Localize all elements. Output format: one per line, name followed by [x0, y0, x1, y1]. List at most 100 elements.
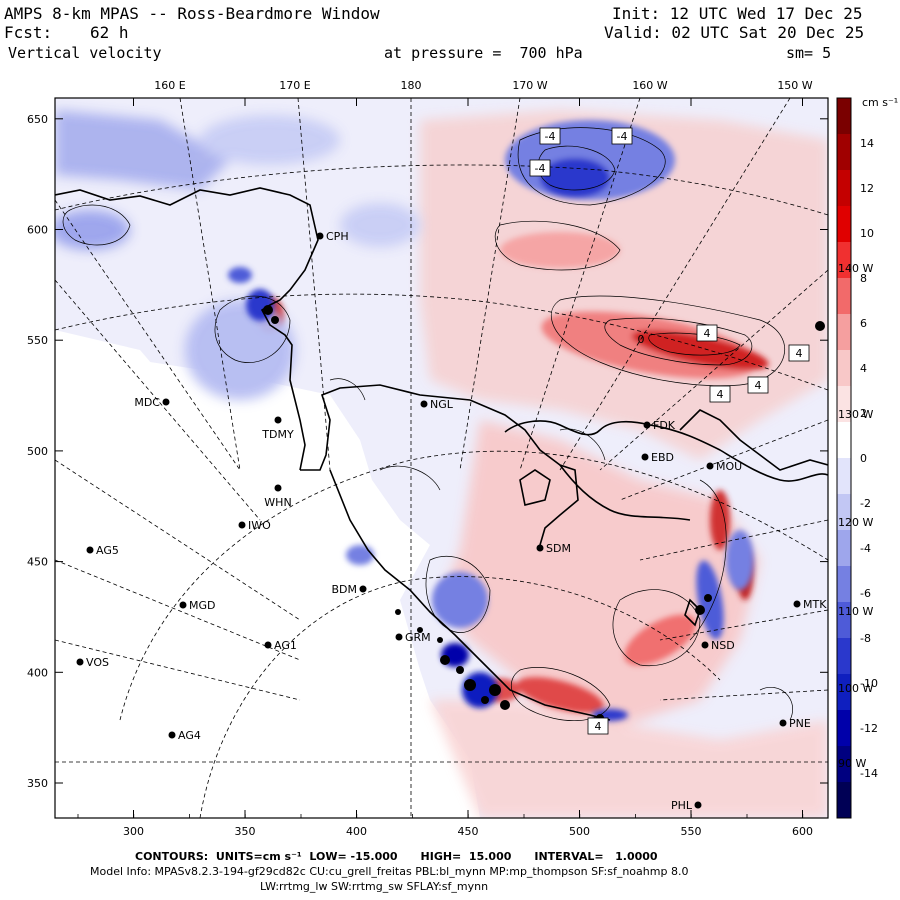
x-tick-label: 500 — [569, 825, 590, 838]
contour-label-box — [529, 159, 551, 177]
station-marker — [316, 232, 324, 240]
station-marker — [168, 731, 176, 739]
colorbar: 14 12 10 8 6 4 2 0 -2 -4 -6 -8 -10 -12 -14 — [837, 98, 878, 819]
x-axis: 300 350 400 450 500 550 600 — [77, 98, 813, 838]
map-title: AMPS 8-km MPAS -- Ross-Beardmore Window — [4, 4, 380, 23]
edge-longitude-label: 130 W — [838, 408, 873, 421]
x-tick-label: 450 — [458, 825, 479, 838]
x-tick-label: 400 — [346, 825, 367, 838]
contour-label: 4 — [704, 327, 711, 340]
x-tick-label: 550 — [681, 825, 702, 838]
contour-info: CONTOURS: UNITS=cm s⁻¹ LOW= -15.000 HIGH… — [135, 850, 658, 863]
longitude-label: 170 W — [512, 79, 547, 92]
colorbar-swatch — [837, 386, 851, 423]
colorbar-label: 6 — [860, 317, 867, 330]
contour-label-box — [696, 324, 718, 342]
station-label: VOS — [86, 656, 109, 669]
edge-longitude-label: 120 W — [838, 516, 873, 529]
contour-label-box — [788, 344, 810, 362]
colorbar-label: -10 — [860, 677, 878, 690]
longitude-label: 170 E — [279, 79, 310, 92]
station-label: PNE — [789, 717, 811, 730]
y-tick-label: 550 — [27, 334, 48, 347]
valid-time: Valid: 02 UTC Sat 20 Dec 25 — [604, 23, 865, 42]
colorbar-swatch — [837, 350, 851, 387]
station-marker — [641, 453, 649, 461]
station-marker — [536, 544, 544, 552]
contour-label-box — [747, 376, 769, 394]
colorbar-swatch — [837, 278, 851, 315]
stations: CPH MDC TDMY NGL WHN IWO AG5 MGD AG1 VOS AG4 BDM GRM… — [76, 230, 827, 812]
station-label: NSD — [711, 639, 735, 652]
contour-label: 4 — [755, 379, 762, 392]
contour-label: -4 — [545, 130, 556, 143]
colorbar-swatch — [837, 206, 851, 243]
colorbar-units: cm s⁻¹ — [862, 96, 898, 109]
contour-label: -4 — [617, 130, 628, 143]
model-info: Model Info: MPASv8.2.3-194-gf29cd82c CU:… — [90, 865, 689, 878]
y-tick-label: 350 — [27, 777, 48, 790]
contour-label: 4 — [595, 720, 602, 733]
edge-longitude-label: 100 W — [838, 682, 873, 695]
colorbar-label: 12 — [860, 182, 874, 195]
station-label: IWO — [248, 519, 271, 532]
contour-label-box — [709, 385, 731, 403]
station-label: MOU — [716, 460, 742, 473]
station-label: PHL — [671, 799, 693, 812]
station-label: FDK — [653, 419, 676, 432]
colorbar-swatch — [837, 134, 851, 171]
plot-frame — [54, 97, 829, 819]
init-time: Init: 12 UTC Wed 17 Dec 25 — [612, 4, 863, 23]
smoothing: sm= 5 — [786, 44, 832, 62]
colorbar-swatch — [837, 242, 851, 279]
contour-label-box — [587, 717, 609, 735]
colorbar-swatch — [837, 746, 851, 783]
edge-longitude-label: 90 W — [838, 757, 866, 770]
station-marker — [86, 546, 94, 554]
station-label: AG5 — [96, 544, 119, 557]
forecast-hour: 62 h — [90, 23, 129, 42]
colorbar-swatch — [837, 422, 851, 459]
edge-longitude-label: 140 W — [838, 262, 873, 275]
contour-label: 0 — [638, 333, 645, 346]
station-marker — [179, 601, 187, 609]
colorbar-swatch — [837, 314, 851, 351]
colorbar-swatch — [837, 710, 851, 747]
contour-label: 4 — [717, 388, 724, 401]
longitude-label: 150 W — [777, 79, 812, 92]
edge-longitude-labels: 140 W 130 W 120 W 110 W 100 W 90 W — [838, 262, 873, 770]
colorbar-label: -6 — [860, 587, 871, 600]
longitude-label: 160 W — [632, 79, 667, 92]
station-marker — [779, 719, 787, 727]
longitude-labels: 160 E 170 E 180 170 W 160 W 150 W — [154, 79, 813, 92]
station-label: MTK — [803, 598, 827, 611]
colorbar-label: 0 — [860, 452, 867, 465]
station-marker — [643, 421, 651, 429]
colorbar-label: -8 — [860, 632, 871, 645]
station-marker — [395, 633, 403, 641]
station-marker — [793, 600, 801, 608]
longitude-label: 180 — [401, 79, 422, 92]
y-tick-label: 400 — [27, 666, 48, 679]
station-marker — [706, 462, 714, 470]
station-marker — [274, 484, 282, 492]
y-tick-label: 500 — [27, 445, 48, 458]
colorbar-label: 4 — [860, 362, 867, 375]
colorbar-swatch — [837, 458, 851, 495]
colorbar-swatch — [837, 98, 851, 135]
longitude-label: 160 E — [154, 79, 185, 92]
station-marker — [274, 416, 282, 424]
contour-label: 4 — [796, 347, 803, 360]
station-marker — [264, 641, 272, 649]
station-label: AG4 — [178, 729, 201, 742]
colorbar-label: -4 — [860, 542, 871, 555]
station-label: WHN — [264, 496, 291, 509]
station-marker — [701, 641, 709, 649]
station-label: EBD — [651, 451, 674, 464]
x-tick-label: 300 — [123, 825, 144, 838]
pressure-level: at pressure = 700 hPa — [384, 44, 583, 62]
colorbar-label: 10 — [860, 227, 874, 240]
colorbar-swatch — [837, 674, 851, 711]
edge-longitude-label: 110 W — [838, 605, 873, 618]
y-axis: 350 400 450 500 550 600 650 — [27, 113, 828, 790]
